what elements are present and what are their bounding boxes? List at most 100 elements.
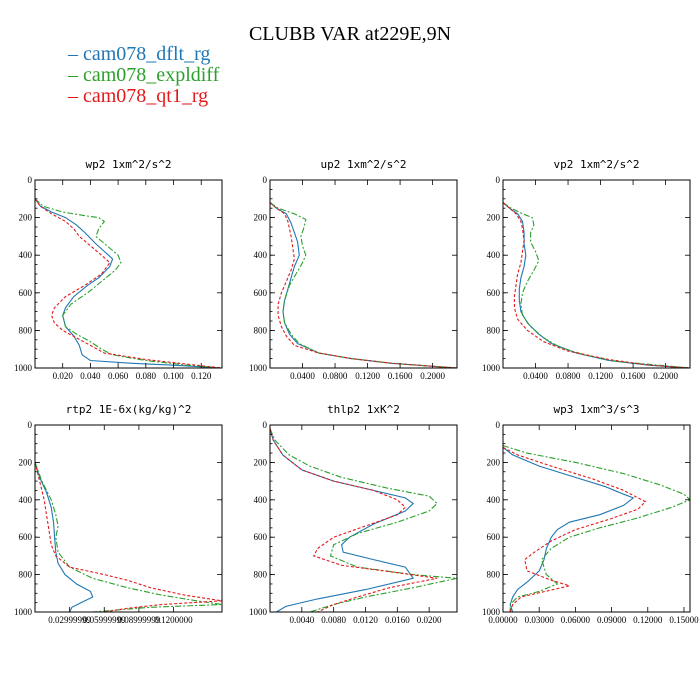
- plot-frame: [502, 424, 691, 613]
- y-tick-label: 200: [254, 457, 268, 467]
- series-line-cam078_dflt_rg: [270, 202, 457, 368]
- y-tick-label: 800: [487, 570, 501, 580]
- plot-frame: [34, 424, 223, 613]
- y-tick-label: 200: [19, 213, 33, 223]
- panel-1: wp2 1xm^2/s^2 0 200 400 600 800 1000 0.020 0.040…: [14, 158, 223, 381]
- series-group: [503, 445, 690, 612]
- series-line-cam078_expldiff: [503, 202, 690, 368]
- x-tick-label: 0.0080: [321, 615, 346, 625]
- plot-frame: [502, 179, 691, 369]
- series-line-cam078_qt1_rg: [35, 198, 222, 368]
- y-tick-label: 0: [263, 175, 268, 185]
- y-tick-label: 200: [254, 213, 268, 223]
- panel-3: vp2 1xm^2/s^2 0 200 400 600 800 1000 0.0400 0.08…: [482, 158, 691, 381]
- y-tick-label: 400: [19, 250, 33, 260]
- x-tick-label: 0.100: [163, 371, 184, 381]
- series-line-cam078_qt1_rg: [35, 462, 222, 612]
- y-tick-label: 200: [487, 213, 501, 223]
- panel-title: wp3 1xm^3/s^3: [553, 403, 639, 416]
- series-line-cam078_dflt_rg: [35, 462, 94, 612]
- x-tick-label: 0.0120: [353, 615, 378, 625]
- x-tick-label: 0.06000: [561, 615, 591, 625]
- panel-4: rtp2 1E-6x(kg/kg)^2 0 200 400 600 800 1000 0.02…: [14, 403, 223, 625]
- x-tick-label: 0.1600: [388, 371, 413, 381]
- legend-label-expldiff: cam078_expldiff: [83, 64, 220, 86]
- y-tick-label: 600: [254, 288, 268, 298]
- x-tick-label: 0.020: [53, 371, 74, 381]
- y-tick-label: 1000: [482, 363, 501, 373]
- y-tick-label: 1000: [14, 363, 33, 373]
- x-tick-label: 0.120: [191, 371, 212, 381]
- legend-entry-expldiff: – cam078_expldiff: [67, 64, 220, 86]
- series-group: [270, 202, 457, 368]
- x-tick-label: 0.040: [80, 371, 101, 381]
- x-tick-label: 0.0400: [523, 371, 548, 381]
- y-tick-label: 400: [254, 250, 268, 260]
- series-line-cam078_expldiff: [35, 462, 222, 612]
- x-tick-label: 0.1200: [355, 371, 380, 381]
- legend: – cam078_dflt_rg – cam078_expldiff – cam…: [67, 43, 220, 107]
- x-tick-label: 0.060: [108, 371, 129, 381]
- series-group: [270, 428, 457, 612]
- legend-entry-qt1: – cam078_qt1_rg: [67, 85, 208, 107]
- panel-title: up2 1xm^2/s^2: [320, 158, 406, 171]
- y-tick-label: 600: [19, 288, 33, 298]
- x-tick-label: 0.0200: [417, 615, 442, 625]
- x-tick-label: 0.1200000: [154, 615, 193, 625]
- y-tick-label: 800: [19, 325, 33, 335]
- panel-title: thlp2 1xK^2: [327, 403, 400, 416]
- y-tick-label: 800: [254, 325, 268, 335]
- x-tick-label: 0.0040: [289, 615, 314, 625]
- series-line-cam078_qt1_rg: [503, 202, 690, 368]
- panel-5: thlp2 1xK^2 0 200 400 600 800 1000 0.0040 0.0080…: [249, 403, 458, 625]
- legend-entry-dflt: – cam078_dflt_rg: [67, 43, 210, 65]
- x-tick-label: 0.02999999: [48, 615, 91, 625]
- panel-title: vp2 1xm^2/s^2: [553, 158, 639, 171]
- series-line-cam078_qt1_rg: [270, 202, 457, 368]
- y-tick-label: 400: [487, 250, 501, 260]
- series-line-cam078_dflt_rg: [503, 446, 635, 612]
- x-tick-label: 0.12000: [633, 615, 663, 625]
- x-tick-label: 0.00000: [488, 615, 518, 625]
- x-tick-label: 0.08999999: [118, 615, 161, 625]
- panel-title: wp2 1xm^2/s^2: [85, 158, 171, 171]
- y-tick-label: 400: [487, 495, 501, 505]
- series-group: [35, 198, 222, 368]
- x-tick-label: 0.0400: [290, 371, 315, 381]
- series-line-cam078_expldiff: [503, 445, 690, 612]
- x-tick-label: 0.1200: [588, 371, 613, 381]
- y-tick-label: 600: [19, 532, 33, 542]
- plot-frame: [34, 179, 223, 369]
- x-tick-label: 0.0800: [323, 371, 348, 381]
- legend-dash-expldiff: –: [67, 64, 83, 86]
- y-tick-label: 800: [487, 325, 501, 335]
- y-tick-label: 0: [496, 175, 501, 185]
- y-tick-label: 800: [254, 570, 268, 580]
- y-tick-label: 600: [487, 288, 501, 298]
- series-line-cam078_qt1_rg: [270, 428, 438, 612]
- y-tick-label: 0: [263, 420, 268, 430]
- x-tick-label: 0.1600: [621, 371, 646, 381]
- y-tick-label: 0: [28, 175, 33, 185]
- y-tick-label: 200: [19, 457, 33, 467]
- x-tick-label: 0.05999999: [83, 615, 126, 625]
- legend-label-qt1: cam078_qt1_rg: [83, 85, 208, 107]
- series-line-cam078_dflt_rg: [503, 202, 690, 368]
- series-line-cam078_expldiff: [35, 198, 222, 368]
- legend-label-dflt: cam078_dflt_rg: [83, 43, 210, 65]
- series-line-cam078_expldiff: [270, 428, 457, 612]
- series-group: [503, 202, 690, 368]
- x-tick-label: 0.0800: [556, 371, 581, 381]
- y-tick-label: 800: [19, 570, 33, 580]
- y-tick-label: 1000: [249, 363, 268, 373]
- y-tick-label: 1000: [14, 607, 33, 617]
- x-tick-label: 0.0160: [385, 615, 410, 625]
- figure-title: CLUBB VAR at229E,9N: [249, 23, 451, 45]
- x-tick-label: 0.080: [136, 371, 157, 381]
- series-line-cam078_qt1_rg: [503, 446, 647, 612]
- y-tick-label: 1000: [482, 607, 501, 617]
- y-tick-label: 600: [254, 532, 268, 542]
- x-tick-label: 0.09000: [597, 615, 627, 625]
